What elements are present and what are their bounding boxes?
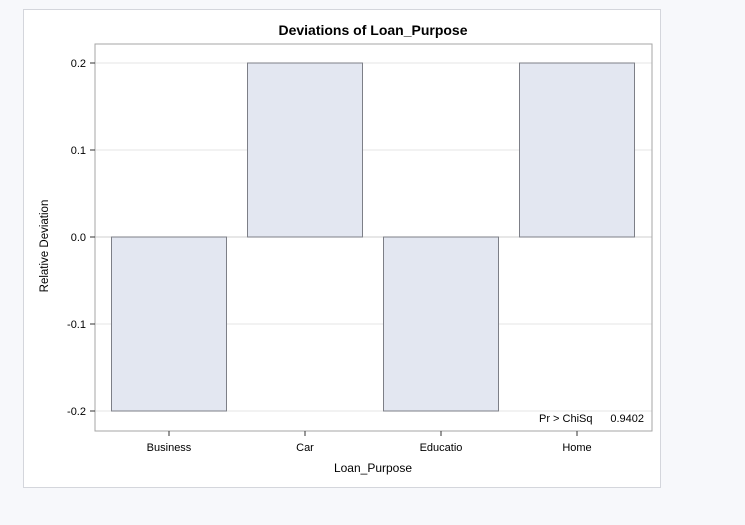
y-tick-label: 0.0 [71,232,86,244]
bar-educatio [383,236,499,412]
bar-car [247,62,363,238]
chart-title: Deviations of Loan_Purpose [278,22,467,38]
x-tick-label: Home [562,442,591,454]
y-tick-label: -0.2 [67,406,86,418]
bar-home [519,62,635,238]
chart-svg: Deviations of Loan_Purpose 0.2 0.1 0.0 -0.1… [39,22,653,475]
y-tick-label: 0.1 [71,145,86,157]
inset-stat-label: Pr > ChiSq [539,413,593,425]
chart-container: Deviations of Loan_Purpose 0.2 0.1 0.0 -0.1… [23,9,661,488]
x-axis-label: Loan_Purpose [334,461,412,475]
x-tick-label: Educatio [420,442,463,454]
x-tick-label: Car [296,442,314,454]
bar-business [111,236,227,412]
y-tick-label: 0.2 [71,58,86,70]
x-tick-label: Business [147,442,192,454]
x-axis-ticks: Business Car Educatio Home [147,431,592,454]
y-axis-ticks: 0.2 0.1 0.0 -0.1 -0.2 [67,58,95,418]
bars [111,62,635,412]
y-axis-label: Relative Deviation [39,200,51,293]
y-tick-label: -0.1 [67,319,86,331]
inset-stat-value: 0.9402 [610,413,644,425]
